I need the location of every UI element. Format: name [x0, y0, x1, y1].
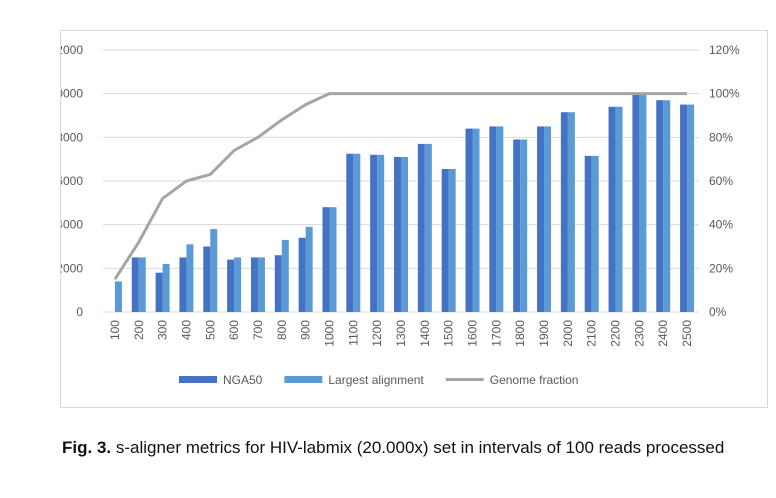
bar-largest-alignment — [305, 226, 313, 312]
legend-swatch — [284, 376, 323, 383]
bar-largest-alignment — [234, 257, 242, 312]
bar-nga50 — [370, 154, 378, 312]
bar-largest-alignment — [663, 100, 671, 312]
bar-nga50 — [131, 257, 139, 312]
x-tick-label: 2400 — [656, 320, 670, 347]
bar-largest-alignment — [138, 257, 146, 312]
y-left-tick-label: 2000 — [61, 261, 83, 275]
x-tick-label: 1200 — [370, 320, 384, 347]
x-tick-label: 1100 — [346, 320, 360, 346]
x-tick-label: 2100 — [585, 320, 599, 347]
bar-largest-alignment — [401, 156, 408, 312]
legend-label: Largest alignment — [328, 373, 424, 387]
bar-nga50 — [179, 257, 187, 312]
bar-nga50 — [608, 106, 616, 313]
bar-largest-alignment — [281, 239, 289, 312]
y-left-tick-label: 0 — [76, 305, 83, 319]
x-tick-label: 900 — [299, 320, 313, 340]
x-tick-label: 1900 — [537, 320, 551, 347]
bar-largest-alignment — [520, 139, 528, 312]
bar-nga50 — [656, 100, 664, 312]
x-tick-label: 1600 — [466, 320, 480, 347]
bar-nga50 — [632, 94, 640, 312]
y-right-tick-label: 120% — [709, 43, 740, 57]
bar-largest-alignment — [377, 154, 385, 312]
x-tick-label: 2500 — [680, 320, 694, 347]
bar-largest-alignment — [353, 153, 361, 312]
x-tick-label: 500 — [203, 320, 217, 340]
x-tick-label: 800 — [275, 320, 289, 340]
bar-nga50 — [322, 207, 330, 312]
x-tick-label: 1300 — [394, 320, 408, 347]
x-tick-label: 1000 — [322, 320, 336, 347]
x-tick-label: 600 — [227, 320, 241, 340]
y-right-tick-label: 0% — [709, 305, 727, 319]
y-right-tick-label: 80% — [709, 130, 733, 144]
x-tick-label: 100 — [108, 320, 122, 340]
figure-caption: Fig. 3. s-aligner metrics for HIV-labmix… — [62, 436, 762, 460]
bar-nga50 — [250, 257, 258, 312]
bar-largest-alignment — [687, 104, 695, 312]
bar-largest-alignment — [424, 143, 432, 312]
bar-largest-alignment — [591, 155, 599, 312]
caption-text: s-aligner metrics for HIV-labmix (20.000… — [111, 438, 725, 457]
x-tick-label: 1800 — [513, 320, 527, 347]
bar-nga50 — [584, 155, 592, 312]
bar-nga50 — [441, 168, 449, 312]
bar-nga50 — [537, 126, 545, 313]
bar-largest-alignment — [162, 263, 170, 312]
bar-nga50 — [298, 237, 306, 312]
bar-largest-alignment — [639, 94, 647, 312]
legend-label: NGA50 — [223, 373, 263, 387]
y-right-tick-label: 100% — [709, 87, 740, 101]
bar-nga50 — [489, 126, 497, 313]
bar-largest-alignment — [257, 257, 265, 312]
x-tick-label: 200 — [132, 320, 146, 340]
y-left-tick-label: 6000 — [61, 174, 83, 188]
bar-nga50 — [513, 139, 521, 312]
y-left-tick-label: 10000 — [61, 87, 83, 101]
bar-nga50 — [394, 156, 401, 312]
bar-nga50 — [203, 246, 211, 312]
x-tick-label: 400 — [179, 320, 193, 340]
bar-nga50 — [274, 255, 282, 312]
y-left-tick-label: 4000 — [61, 218, 83, 232]
bar-largest-alignment — [615, 106, 623, 313]
x-tick-label: 2200 — [609, 320, 623, 347]
chart-frame: 0 2000 4000 6000 8000 10000 12000 0% 20% 40% 60% 80… — [60, 30, 768, 408]
bar-largest-alignment — [448, 168, 456, 312]
bar-largest-alignment — [496, 126, 504, 313]
x-tick-label: 300 — [156, 320, 170, 340]
line-genome-fraction — [113, 92, 688, 281]
bar-nga50 — [560, 112, 568, 312]
bar-nga50 — [155, 272, 163, 312]
y-right-tick-label: 60% — [709, 174, 733, 188]
bar-largest-alignment — [472, 128, 480, 312]
x-tick-label: 1400 — [418, 320, 432, 347]
combo-chart: 0 2000 4000 6000 8000 10000 12000 0% 20% 40% 60% 80… — [61, 43, 740, 387]
y-right-tick-label: 20% — [709, 261, 733, 275]
bar-largest-alignment — [186, 244, 194, 312]
bar-largest-alignment — [567, 112, 575, 312]
bar-largest-alignment — [210, 229, 218, 312]
bar-nga50 — [680, 104, 688, 312]
bar-largest-alignment — [544, 126, 552, 313]
bar-largest-alignment — [114, 281, 122, 312]
bar-nga50 — [346, 153, 354, 312]
x-tick-label: 1500 — [442, 320, 456, 347]
bar-nga50 — [465, 128, 473, 312]
legend-swatch — [179, 376, 217, 383]
x-tick-label: 700 — [251, 320, 265, 340]
bar-largest-alignment — [329, 207, 337, 312]
bar-nga50 — [227, 259, 235, 312]
y-left-tick-label: 8000 — [61, 130, 83, 144]
x-tick-label: 2000 — [561, 320, 575, 347]
caption-label: Fig. 3. — [62, 438, 112, 457]
y-right-tick-label: 40% — [709, 218, 733, 232]
bar-nga50 — [417, 143, 425, 312]
x-tick-label: 2300 — [632, 320, 646, 347]
x-tick-label: 1700 — [489, 320, 503, 347]
legend-label: Genome fraction — [490, 373, 579, 387]
y-left-tick-label: 12000 — [61, 43, 83, 57]
